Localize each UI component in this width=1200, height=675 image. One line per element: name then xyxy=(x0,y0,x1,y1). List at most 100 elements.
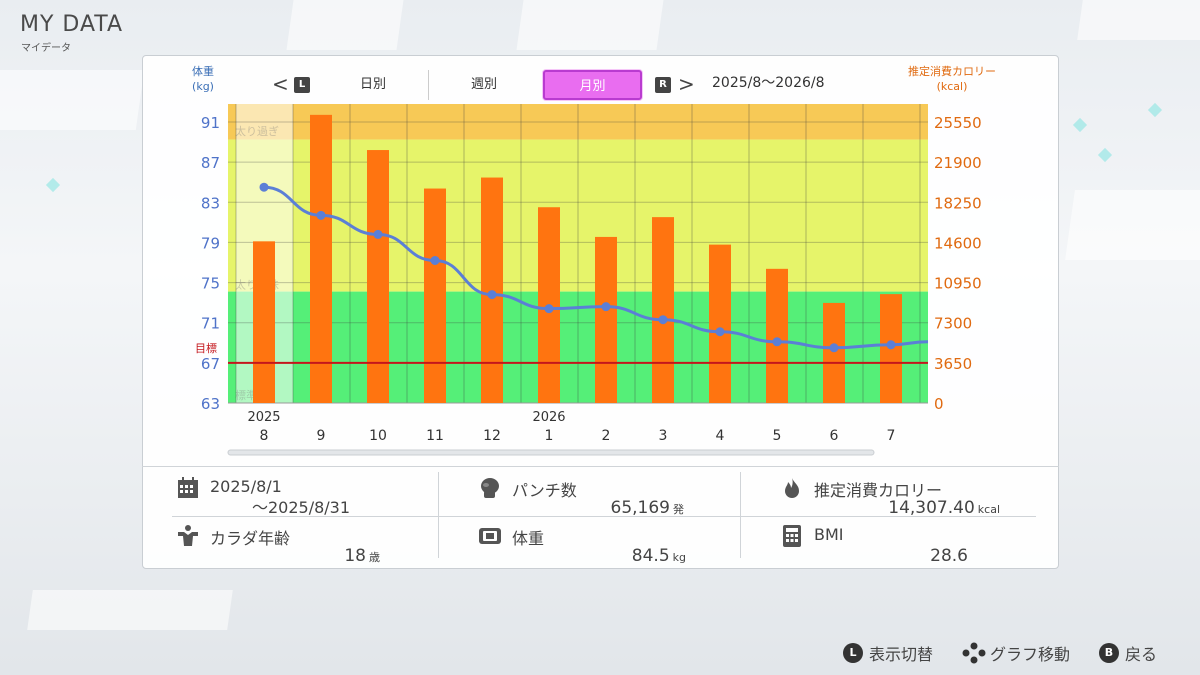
l-button-icon[interactable]: L xyxy=(294,77,310,93)
right-tick-label: 14600 xyxy=(934,234,982,252)
right-tick-label: 18250 xyxy=(934,194,982,212)
bmi-value: 28.6 xyxy=(930,546,968,566)
calorie-bar xyxy=(652,217,674,403)
x-tick-label: 10 xyxy=(369,428,387,444)
left-axis-title-line2: (kg) xyxy=(192,80,214,93)
weight-point xyxy=(601,302,611,312)
weight-unit: kg xyxy=(672,551,686,564)
calendar-icon xyxy=(178,477,198,498)
weight-value: 84.5 xyxy=(631,546,670,566)
weight-value-group: 84.5 kg xyxy=(632,546,686,566)
left-tick-label: 67 xyxy=(201,355,220,373)
zone-label: 標準 xyxy=(235,388,257,402)
calculator-icon xyxy=(783,525,801,547)
tab-daily[interactable]: 日別 xyxy=(359,77,386,92)
calories-value: 14,307.40 xyxy=(888,498,975,518)
toggle-display-hint[interactable]: L 表示切替 xyxy=(843,641,933,665)
stat-calories: 推定消費カロリー 14,307.40 kcal xyxy=(780,470,1006,520)
calorie-bar xyxy=(424,188,446,403)
stat-punches: パンチ数 65,169 発 xyxy=(478,470,690,520)
chart-stats-divider xyxy=(142,466,1059,467)
punches-value-group: 65,169 発 xyxy=(611,498,684,518)
right-tick-label: 10950 xyxy=(934,275,982,293)
prev-arrow-icon[interactable]: < xyxy=(272,72,289,96)
left-tick-label: 75 xyxy=(201,275,220,293)
stat-body-age: カラダ年齢 18 歳 xyxy=(176,518,386,568)
left-tick-label: 87 xyxy=(201,154,220,172)
dpad-icon xyxy=(962,642,986,664)
x-tick-label: 4 xyxy=(716,428,725,444)
back-hint[interactable]: B 戻る xyxy=(1099,641,1157,665)
period-start: 2025/8/1 xyxy=(210,477,282,496)
tab-divider xyxy=(428,70,429,100)
r-button-icon[interactable]: R xyxy=(655,77,671,93)
target-label: 目標 xyxy=(195,341,217,355)
calorie-bar xyxy=(823,302,845,403)
weight-point xyxy=(373,229,383,239)
left-axis-title: 体重 (kg) xyxy=(187,64,219,94)
calories-label: 推定消費カロリー xyxy=(814,481,943,500)
calorie-bar xyxy=(253,241,275,403)
boxing-glove-icon xyxy=(481,478,499,498)
calories-value-group: 14,307.40 kcal xyxy=(888,498,1000,518)
page-subtitle: マイデータ xyxy=(21,43,71,54)
x-tick-label: 12 xyxy=(483,428,501,444)
body-icon xyxy=(178,525,198,546)
bmi-label: BMI xyxy=(814,525,844,544)
x-tick-label: 1 xyxy=(545,428,554,444)
flame-icon xyxy=(785,478,799,498)
date-range: 2025/8〜2026/8 xyxy=(712,75,825,91)
weight-point xyxy=(544,304,554,314)
stat-weight: 体重 84.5 kg xyxy=(478,518,692,568)
calorie-bar xyxy=(367,150,389,403)
calorie-bar xyxy=(766,268,788,403)
x-tick-label: 2 xyxy=(602,428,611,444)
calories-unit: kcal xyxy=(977,503,1000,516)
left-tick-label: 79 xyxy=(201,234,220,252)
weight-point xyxy=(316,210,326,220)
body-age-value: 18 xyxy=(344,546,366,566)
right-axis-title-line1: 推定消費カロリー xyxy=(908,65,996,78)
back-label: 戻る xyxy=(1125,645,1158,664)
weight-point xyxy=(886,340,896,350)
calorie-bar xyxy=(595,236,617,403)
next-arrow-icon[interactable]: > xyxy=(678,72,695,96)
tab-weekly[interactable]: 週別 xyxy=(470,77,497,92)
zone-band xyxy=(228,139,928,292)
x-tick-label: 5 xyxy=(773,428,782,444)
punches-label: パンチ数 xyxy=(512,481,577,500)
stats-divider xyxy=(172,516,1036,517)
stat-bmi: BMI 28.6 xyxy=(780,518,974,568)
weight-point xyxy=(658,315,668,325)
right-tick-label: 25550 xyxy=(934,114,982,132)
chart-scrollbar[interactable] xyxy=(227,449,875,456)
b-button-icon: B xyxy=(1099,643,1119,663)
right-tick-label: 21900 xyxy=(934,154,982,172)
x-tick-label: 11 xyxy=(426,428,444,444)
body-age-unit: 歳 xyxy=(369,551,380,564)
x-tick-label: 6 xyxy=(830,428,839,444)
punches-unit: 発 xyxy=(673,503,684,516)
x-tick-label: 9 xyxy=(317,428,326,444)
weight-calorie-chart[interactable]: 太り過ぎ太り気味標準918783797571676325550219001825… xyxy=(0,0,1200,470)
x-tick-label: 3 xyxy=(659,428,668,444)
weight-point xyxy=(715,327,725,337)
stats-divider xyxy=(438,472,439,558)
right-tick-label: 3650 xyxy=(934,355,972,373)
year-label: 2025 xyxy=(247,410,280,425)
tab-monthly[interactable]: 月別 xyxy=(543,70,642,100)
scale-icon xyxy=(479,528,501,544)
left-tick-label: 63 xyxy=(201,395,220,413)
x-tick-label: 7 xyxy=(887,428,896,444)
body-age-value-group: 18 歳 xyxy=(344,546,380,566)
year-label: 2026 xyxy=(532,410,565,425)
right-tick-label: 0 xyxy=(934,395,944,413)
punches-value: 65,169 xyxy=(610,498,670,518)
weight-point xyxy=(829,343,839,353)
right-axis-title: 推定消費カロリー (kcal) xyxy=(900,64,1004,94)
stat-period: 2025/8/1 〜2025/8/31 xyxy=(176,470,430,520)
move-graph-hint[interactable]: グラフ移動 xyxy=(962,641,1070,665)
left-tick-label: 91 xyxy=(201,114,220,132)
zone-band xyxy=(228,104,928,140)
weight-point xyxy=(430,255,440,265)
